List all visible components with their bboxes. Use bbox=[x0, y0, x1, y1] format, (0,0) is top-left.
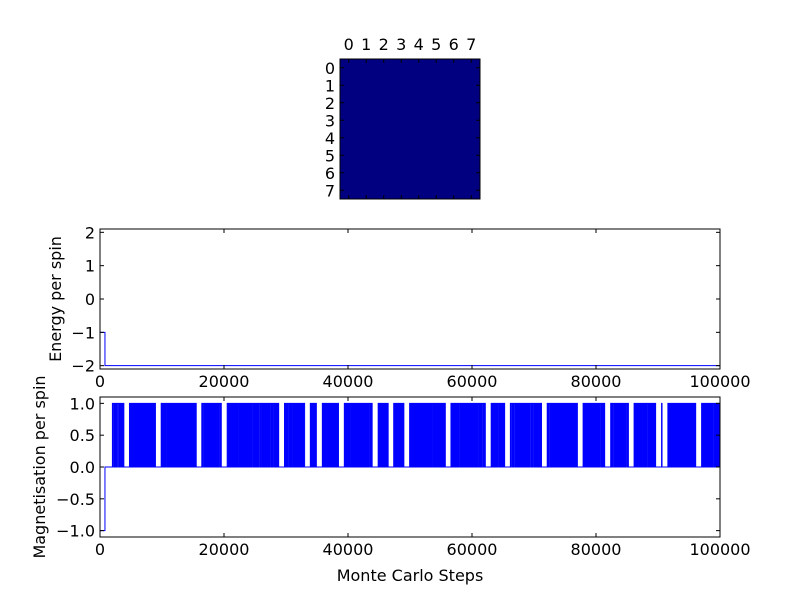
heatmap-cell bbox=[358, 94, 376, 112]
heatmap-cell bbox=[445, 129, 463, 147]
heatmap-cell bbox=[428, 112, 446, 130]
heatmap-cell bbox=[393, 112, 411, 130]
heatmap-cell bbox=[375, 147, 393, 165]
heatmap-cell bbox=[445, 147, 463, 165]
heatmap-cell bbox=[410, 147, 428, 165]
heatmap-cell bbox=[375, 164, 393, 182]
heatmap-cell bbox=[445, 77, 463, 95]
heatmap-cell bbox=[358, 77, 376, 95]
heatmap-cell bbox=[375, 77, 393, 95]
heatmap-col-label: 2 bbox=[379, 35, 389, 54]
x-tick-label: 60000 bbox=[447, 372, 498, 391]
heatmap-cell bbox=[428, 164, 446, 182]
heatmap-cell bbox=[445, 94, 463, 112]
heatmap-col-label: 0 bbox=[344, 35, 354, 54]
heatmap-row-label: 4 bbox=[325, 129, 335, 148]
magnetisation-plot: 0 20000 40000 60000 80000 100000 −1.0 −0.5 0.0 0.… bbox=[30, 375, 751, 585]
heatmap-cell bbox=[428, 77, 446, 95]
heatmap-cell bbox=[428, 129, 446, 147]
heatmap-cell bbox=[393, 129, 411, 147]
heatmap-cell bbox=[445, 164, 463, 182]
heatmap-cell bbox=[445, 112, 463, 130]
y-axis-label: Energy per spin bbox=[46, 236, 65, 362]
heatmap-cell bbox=[375, 112, 393, 130]
x-tick-label: 100000 bbox=[689, 372, 750, 391]
x-tick-label: 100000 bbox=[689, 540, 750, 559]
heatmap-row-label: 3 bbox=[325, 111, 335, 130]
y-tick-label: 0 bbox=[85, 290, 95, 309]
heatmap-col-label: 5 bbox=[431, 35, 441, 54]
heatmap-cell bbox=[410, 112, 428, 130]
heatmap-cell bbox=[410, 129, 428, 147]
x-tick-label: 60000 bbox=[447, 540, 498, 559]
energy-plot: 0 20000 40000 60000 80000 100000 −2 −1 0 1 2 Energy… bbox=[46, 223, 751, 391]
heatmap-cell bbox=[358, 147, 376, 165]
heatmap-cell bbox=[375, 94, 393, 112]
heatmap-row-label: 7 bbox=[325, 181, 335, 200]
heatmap-row-label: 2 bbox=[325, 94, 335, 113]
plot-area bbox=[100, 403, 720, 530]
y-tick-label: −1 bbox=[71, 323, 95, 342]
x-axis-label: Monte Carlo Steps bbox=[337, 566, 484, 585]
x-tick-label: 0 bbox=[95, 372, 105, 391]
heatmap-col-label: 1 bbox=[361, 35, 371, 54]
heatmap-cell bbox=[410, 94, 428, 112]
heatmap-cell bbox=[393, 164, 411, 182]
heatmap-cell bbox=[428, 147, 446, 165]
heatmap-col-label: 3 bbox=[396, 35, 406, 54]
x-tick-label: 40000 bbox=[323, 540, 374, 559]
x-tick-label: 20000 bbox=[199, 540, 250, 559]
y-tick-label: 1 bbox=[85, 257, 95, 276]
y-tick-label: −1.0 bbox=[56, 522, 95, 541]
series-line bbox=[100, 332, 720, 365]
heatmap-row-label: 5 bbox=[325, 146, 335, 165]
heatmap-cell bbox=[358, 129, 376, 147]
y-tick-label: −2 bbox=[71, 357, 95, 376]
heatmap-col-label: 6 bbox=[449, 35, 459, 54]
x-tick-label: 20000 bbox=[199, 372, 250, 391]
heatmap-cell bbox=[375, 129, 393, 147]
y-tick-label: 1.0 bbox=[70, 394, 95, 413]
x-tick-label: 40000 bbox=[323, 372, 374, 391]
heatmap-cell bbox=[358, 164, 376, 182]
y-tick-label: 0.5 bbox=[70, 426, 95, 445]
heatmap-row-label: 0 bbox=[325, 59, 335, 78]
heatmap-cell bbox=[393, 94, 411, 112]
series-line bbox=[100, 403, 720, 530]
heatmap-row-label: 1 bbox=[325, 76, 335, 95]
y-tick-label: 0.0 bbox=[70, 458, 95, 477]
x-tick-label: 80000 bbox=[571, 540, 622, 559]
heatmap-cell bbox=[358, 112, 376, 130]
heatmap-cell bbox=[410, 77, 428, 95]
heatmap-col-label: 4 bbox=[414, 35, 424, 54]
plot-area bbox=[100, 332, 720, 365]
heatmap-cell bbox=[428, 94, 446, 112]
y-tick-label: 2 bbox=[85, 223, 95, 242]
heatmap-cell bbox=[410, 164, 428, 182]
y-axis-label: Magnetisation per spin bbox=[30, 375, 49, 558]
heatmap-row-label: 6 bbox=[325, 164, 335, 183]
heatmap-col-label: 7 bbox=[466, 35, 476, 54]
heatmap-cell bbox=[393, 77, 411, 95]
y-tick-label: −0.5 bbox=[56, 490, 95, 509]
x-tick-label: 0 bbox=[95, 540, 105, 559]
heatmap-cell bbox=[393, 147, 411, 165]
axes-frame bbox=[100, 229, 720, 369]
x-tick-label: 80000 bbox=[571, 372, 622, 391]
spin-lattice-heatmap: 0 1 2 3 4 5 6 701234567 bbox=[325, 35, 480, 200]
